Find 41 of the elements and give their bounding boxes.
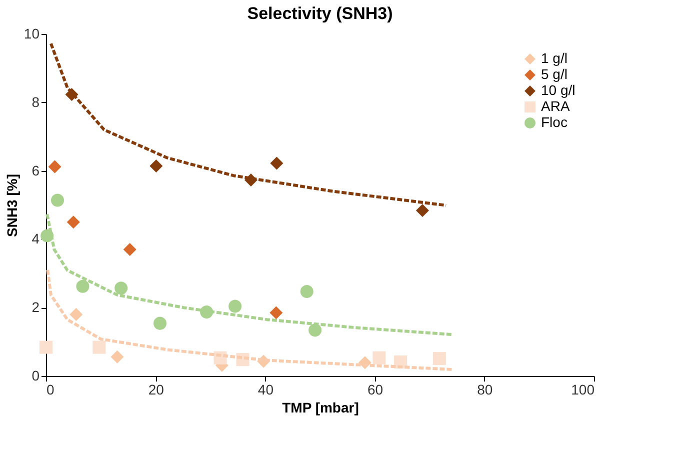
y-tick-label: 6 — [32, 162, 40, 178]
point — [270, 156, 284, 170]
x-tick-label: 80 — [477, 382, 493, 398]
legend-label: 1 g/l — [541, 50, 568, 66]
point — [416, 204, 429, 217]
y-axis-title: SNH3 [%] — [4, 174, 20, 238]
point — [123, 242, 136, 256]
x-axis-title: TMP [mbar] — [282, 400, 359, 416]
line-series — [46, 268, 454, 371]
point — [66, 216, 80, 229]
point — [70, 308, 83, 321]
legend-label: ARA — [541, 98, 570, 114]
y-tick-label: 2 — [32, 299, 40, 316]
point — [308, 324, 322, 337]
point — [228, 300, 242, 313]
x-tick-label: 100 — [571, 382, 595, 398]
point — [300, 285, 314, 298]
point — [372, 351, 386, 364]
point — [110, 350, 124, 364]
point — [114, 282, 128, 295]
point — [432, 352, 446, 366]
legend-label: 5 g/l — [541, 66, 568, 82]
x-tick-label: 40 — [258, 382, 274, 398]
legend-label: Floc — [541, 114, 568, 130]
y-tick-label: 10 — [24, 26, 40, 42]
point — [48, 160, 62, 174]
y-tick-label: 8 — [32, 94, 40, 110]
point — [50, 194, 64, 207]
point — [39, 340, 53, 354]
x-tick-label: 60 — [368, 382, 384, 398]
chart-title: Selectivity (SNH3) — [247, 4, 393, 23]
y-tick-label: 4 — [32, 230, 40, 247]
y-tick-label: 0 — [32, 368, 40, 384]
x-tick-label: 0 — [46, 382, 54, 398]
point — [92, 340, 106, 354]
point — [76, 280, 90, 293]
legend-label: 10 g/l — [541, 82, 576, 98]
point — [270, 306, 283, 320]
point — [153, 316, 167, 330]
x-tick-label: 20 — [148, 382, 164, 398]
point — [150, 159, 163, 173]
